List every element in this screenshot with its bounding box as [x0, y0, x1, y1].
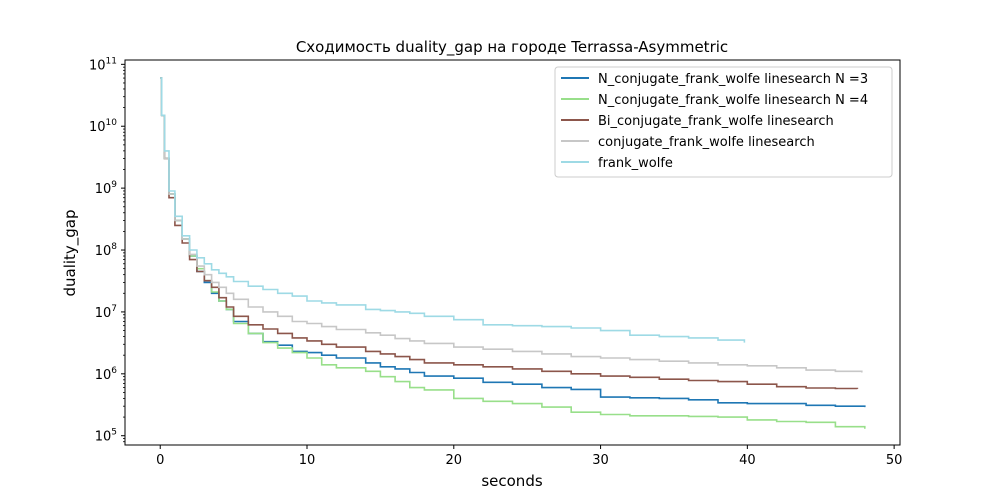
y-tick-label: 109 [95, 180, 118, 197]
legend-label: N_conjugate_frank_wolfe linesearch N =3 [598, 72, 868, 87]
x-axis: 0 10 20 30 40 50 [156, 445, 902, 468]
legend: N_conjugate_frank_wolfe linesearch N =3 N… [554, 66, 893, 178]
series-line-5 [160, 77, 746, 343]
series-line-2 [160, 77, 866, 429]
y-axis: 105 106 107 108 109 1010 1011 [89, 56, 125, 445]
y-tick-label: 108 [95, 242, 118, 259]
x-tick-label: 50 [886, 453, 903, 468]
x-tick-label: 0 [156, 453, 164, 468]
chart-title: Сходимость duality_gap на городе Terrass… [296, 38, 728, 57]
y-tick-label: 107 [95, 304, 117, 321]
legend-label: N_conjugate_frank_wolfe linesearch N =4 [598, 93, 868, 108]
y-tick-label: 1011 [89, 56, 117, 73]
x-tick-label: 40 [739, 453, 756, 468]
series-layer [160, 77, 866, 429]
legend-box [554, 66, 893, 178]
y-tick-label: 1010 [89, 118, 117, 135]
x-axis-title: seconds [481, 472, 542, 490]
x-tick-label: 10 [299, 453, 316, 468]
x-tick-label: 20 [446, 453, 463, 468]
legend-label: conjugate_frank_wolfe linesearch [598, 135, 815, 150]
y-axis-title: duality_gap [61, 209, 80, 296]
y-tick-label: 105 [95, 428, 117, 445]
y-tick-label: 106 [95, 366, 118, 383]
legend-label: frank_wolfe [598, 156, 673, 171]
legend-label: Bi_conjugate_frank_wolfe linesearch [598, 114, 834, 129]
x-tick-label: 30 [592, 453, 609, 468]
